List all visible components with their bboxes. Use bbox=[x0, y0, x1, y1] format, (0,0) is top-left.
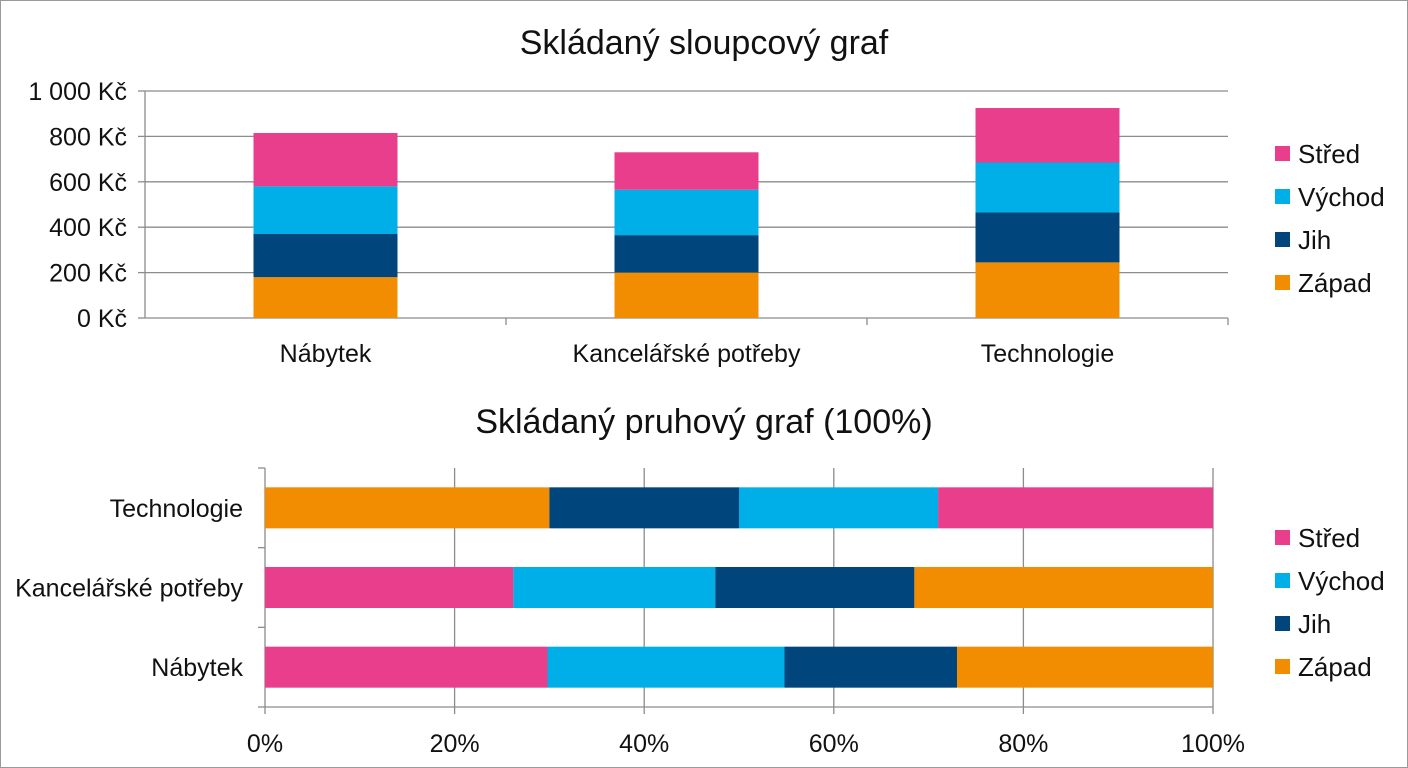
bar-kancelarske-potreby-jih bbox=[715, 567, 915, 608]
legend-label-vychod: Východ bbox=[1298, 566, 1385, 596]
bar-technologie-jih bbox=[975, 212, 1120, 263]
bar-kancelarske-potreby-zapad bbox=[914, 567, 1213, 608]
stacked-bar-chart-title: Skládaný pruhový graf (100%) bbox=[475, 403, 932, 441]
stacked-column-legend: Střed Východ Jih Západ bbox=[1275, 139, 1385, 298]
bar-technologie-zapad bbox=[265, 487, 550, 529]
bar-technologie-vychod bbox=[975, 162, 1120, 213]
legend-swatch-zapad bbox=[1275, 275, 1290, 290]
legend-label-zapad: Západ bbox=[1298, 652, 1372, 682]
bar-nabytek-vychod bbox=[253, 186, 398, 235]
x-tick-label: Technologie bbox=[981, 340, 1114, 368]
bar-technologie-vychod bbox=[739, 487, 939, 529]
legend-swatch-vychod bbox=[1275, 189, 1290, 204]
bar-kancelarske-potreby-stred bbox=[614, 152, 759, 190]
bar-nabytek-stred bbox=[265, 646, 548, 688]
bar-technologie-stred bbox=[975, 108, 1120, 163]
x-tick-label: Kancelářské potřeby bbox=[573, 340, 801, 368]
bar-nabytek-stred bbox=[253, 132, 398, 187]
x-tick-label: Nábytek bbox=[280, 340, 372, 368]
bar-technologie-stred bbox=[938, 487, 1213, 529]
y-tick-label: 400 Kč bbox=[49, 214, 127, 242]
x-tick-label: 20% bbox=[430, 730, 480, 758]
y-tick-label: Kancelářské potřeby bbox=[15, 575, 243, 603]
legend-swatch-zapad bbox=[1275, 659, 1290, 674]
legend-swatch-stred bbox=[1275, 530, 1290, 545]
x-tick-label: 0% bbox=[247, 730, 283, 758]
y-tick-label: 600 Kč bbox=[49, 169, 127, 197]
bar-kancelarske-potreby-vychod bbox=[513, 567, 716, 608]
legend-swatch-jih bbox=[1275, 616, 1290, 631]
y-tick-label: 800 Kč bbox=[49, 123, 127, 151]
bar-kancelarske-potreby-stred bbox=[265, 567, 514, 608]
bar-nabytek-jih bbox=[253, 234, 398, 278]
bar-nabytek-zapad bbox=[253, 277, 398, 318]
legend-label-jih: Jih bbox=[1298, 225, 1331, 255]
y-tick-label: 0 Kč bbox=[77, 305, 127, 333]
y-tick-label: 1 000 Kč bbox=[28, 78, 127, 106]
legend-swatch-stred bbox=[1275, 146, 1290, 161]
x-tick-label: 100% bbox=[1181, 730, 1245, 758]
legend-label-stred: Střed bbox=[1298, 139, 1360, 169]
y-tick-label: Technologie bbox=[110, 495, 243, 523]
stacked-bar-chart: 0% 20% 40% 60% 80% 100% Technologie Kancelářské… bbox=[15, 467, 1245, 758]
legend-label-vychod: Východ bbox=[1298, 182, 1385, 212]
bar-technologie-jih bbox=[549, 487, 739, 529]
bar-nabytek-vychod bbox=[547, 646, 785, 688]
legend-label-jih: Jih bbox=[1298, 609, 1331, 639]
bar-kancelarske-potreby-jih bbox=[614, 235, 759, 273]
y-tick-label: 200 Kč bbox=[49, 260, 127, 288]
bar-nabytek-zapad bbox=[957, 646, 1213, 688]
legend-label-zapad: Západ bbox=[1298, 268, 1372, 298]
bar-technologie-zapad bbox=[975, 262, 1120, 318]
x-tick-label: 80% bbox=[998, 730, 1048, 758]
stacked-column-chart: 0 Kč 200 Kč 400 Kč 600 Kč 800 Kč 1 000 Kč Náby… bbox=[28, 78, 1229, 368]
legend-swatch-vychod bbox=[1275, 573, 1290, 588]
bar-nabytek-jih bbox=[784, 646, 958, 688]
x-tick-label: 60% bbox=[809, 730, 859, 758]
stacked-column-chart-title: Skládaný sloupcový graf bbox=[520, 24, 889, 62]
legend-label-stred: Střed bbox=[1298, 523, 1360, 553]
bar-kancelarske-potreby-zapad bbox=[614, 272, 759, 318]
legend-swatch-jih bbox=[1275, 232, 1290, 247]
bar-kancelarske-potreby-vychod bbox=[614, 189, 759, 236]
x-tick-label: 40% bbox=[619, 730, 669, 758]
stacked-bar-legend: Střed Východ Jih Západ bbox=[1275, 523, 1385, 682]
y-tick-label: Nábytek bbox=[151, 654, 243, 682]
